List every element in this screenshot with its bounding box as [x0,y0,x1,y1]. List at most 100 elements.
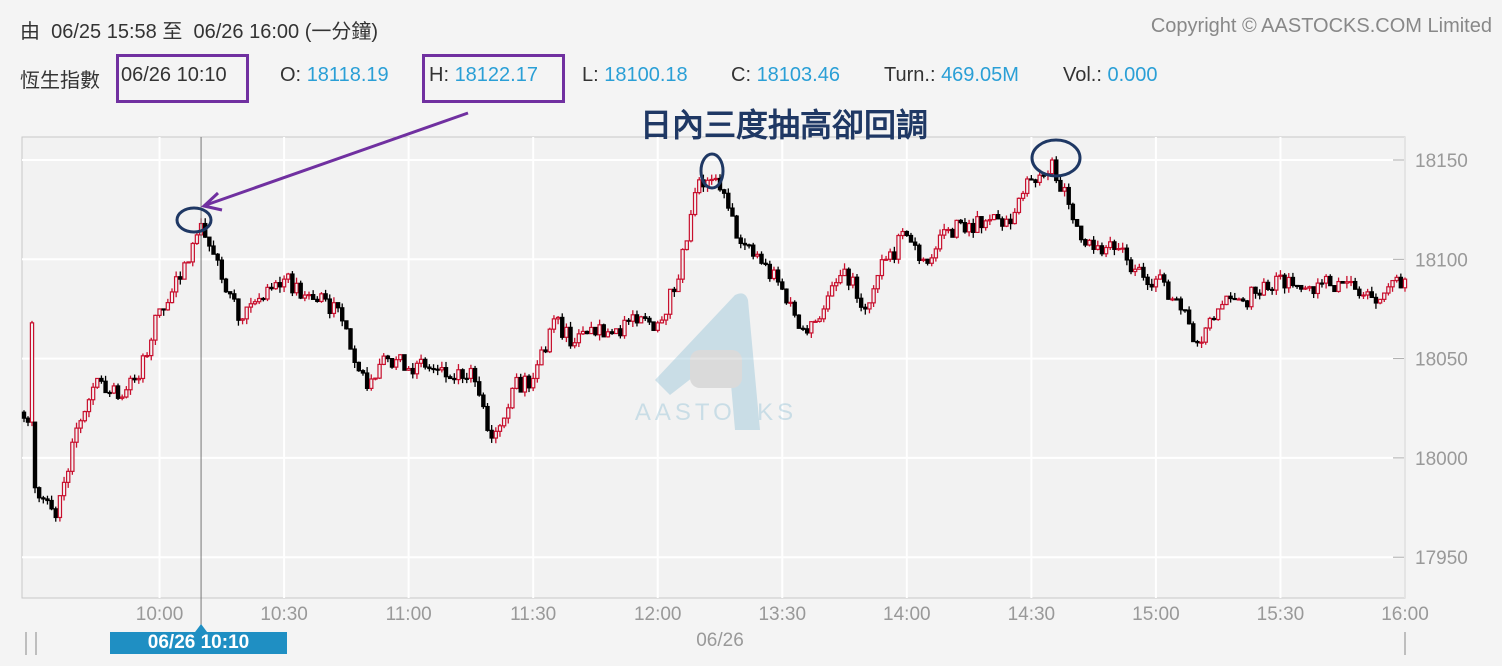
candle [987,214,993,226]
candle [1340,280,1345,284]
candle-body [460,369,465,379]
candle [535,360,540,383]
candle-body [489,429,494,439]
candle-body [589,326,594,335]
candle [389,358,395,369]
candle [41,495,46,504]
candle-body [497,425,503,432]
y-tick-label: 18150 [1415,151,1468,172]
candle-body [514,376,519,389]
candle-body [215,253,220,261]
candle-body [194,234,200,245]
candle-body [817,318,822,322]
candle-body [398,354,403,361]
candle [1029,175,1034,181]
candle-body [1116,247,1121,251]
candle-body [788,301,793,304]
candle [863,303,868,315]
candle [713,174,719,182]
candle-body [896,234,901,260]
candle [29,320,35,427]
candle [232,289,237,302]
candle-body [1033,179,1038,184]
candle-body [1377,298,1383,304]
candle-body [784,288,789,304]
candle-body [1398,276,1404,289]
candle [70,438,75,475]
candle-body [1265,281,1271,290]
candle [1265,279,1271,292]
candle-body [991,214,997,221]
candle-body [1249,286,1254,308]
candle-body [74,427,79,443]
candle-body [119,396,125,399]
candle [684,240,689,251]
candle [780,278,785,291]
candle-body [136,377,141,381]
candle-body [256,297,262,303]
candle-body [1070,203,1076,221]
candle-body [900,230,905,237]
annotation-arrow-head [200,191,223,212]
candle [74,422,79,448]
candle [775,266,781,286]
candle-body [1236,298,1242,301]
candle-body [439,367,445,371]
candle [1137,263,1142,270]
candle [763,258,768,267]
candle-body [32,421,38,489]
candle [1369,286,1374,299]
candle-body [746,244,752,247]
candle-body [1037,174,1042,184]
candle [161,308,166,316]
candle-body [45,498,50,502]
candle-body [1224,295,1229,306]
candle [1191,321,1196,343]
candle [1108,236,1113,250]
candle [1211,316,1217,321]
candle [1253,286,1258,299]
candle-body [1348,280,1354,284]
candle [1149,278,1154,291]
candle [726,188,731,211]
candle [306,291,312,300]
close-label: C: [731,64,751,86]
candle [1348,275,1354,287]
candle [834,278,839,292]
candle-body [1004,218,1009,227]
candle-body [1174,298,1179,301]
candle-body [651,321,656,331]
candle-body [435,368,440,371]
candle [838,269,843,285]
candle [555,316,561,325]
candle [954,219,959,239]
copyright: Copyright © AASTOCKS.COM Limited [1150,15,1492,37]
candle-body [912,241,918,246]
candle-body [57,495,63,519]
candle-body [1074,218,1080,227]
candle [659,316,665,324]
candle-body [1099,245,1105,255]
candle [497,423,503,437]
candle [746,243,752,249]
candle-body [638,316,644,324]
candle-body [227,291,233,295]
candle-body [1232,297,1237,301]
candle [1012,208,1017,225]
candle [788,297,793,307]
candle [240,318,245,325]
candle-body [315,298,320,303]
candle [290,271,295,297]
candle [821,305,826,323]
candle [1236,297,1242,301]
candle [1398,273,1404,289]
candle-body [481,394,486,408]
candle-body [1083,239,1088,246]
candle [36,486,42,503]
x-tick-label: 13:30 [758,604,806,625]
candle-body [1394,276,1399,282]
candle-body [892,251,897,260]
candle-body [294,282,299,294]
candle-body [987,218,993,222]
candle [165,298,171,311]
